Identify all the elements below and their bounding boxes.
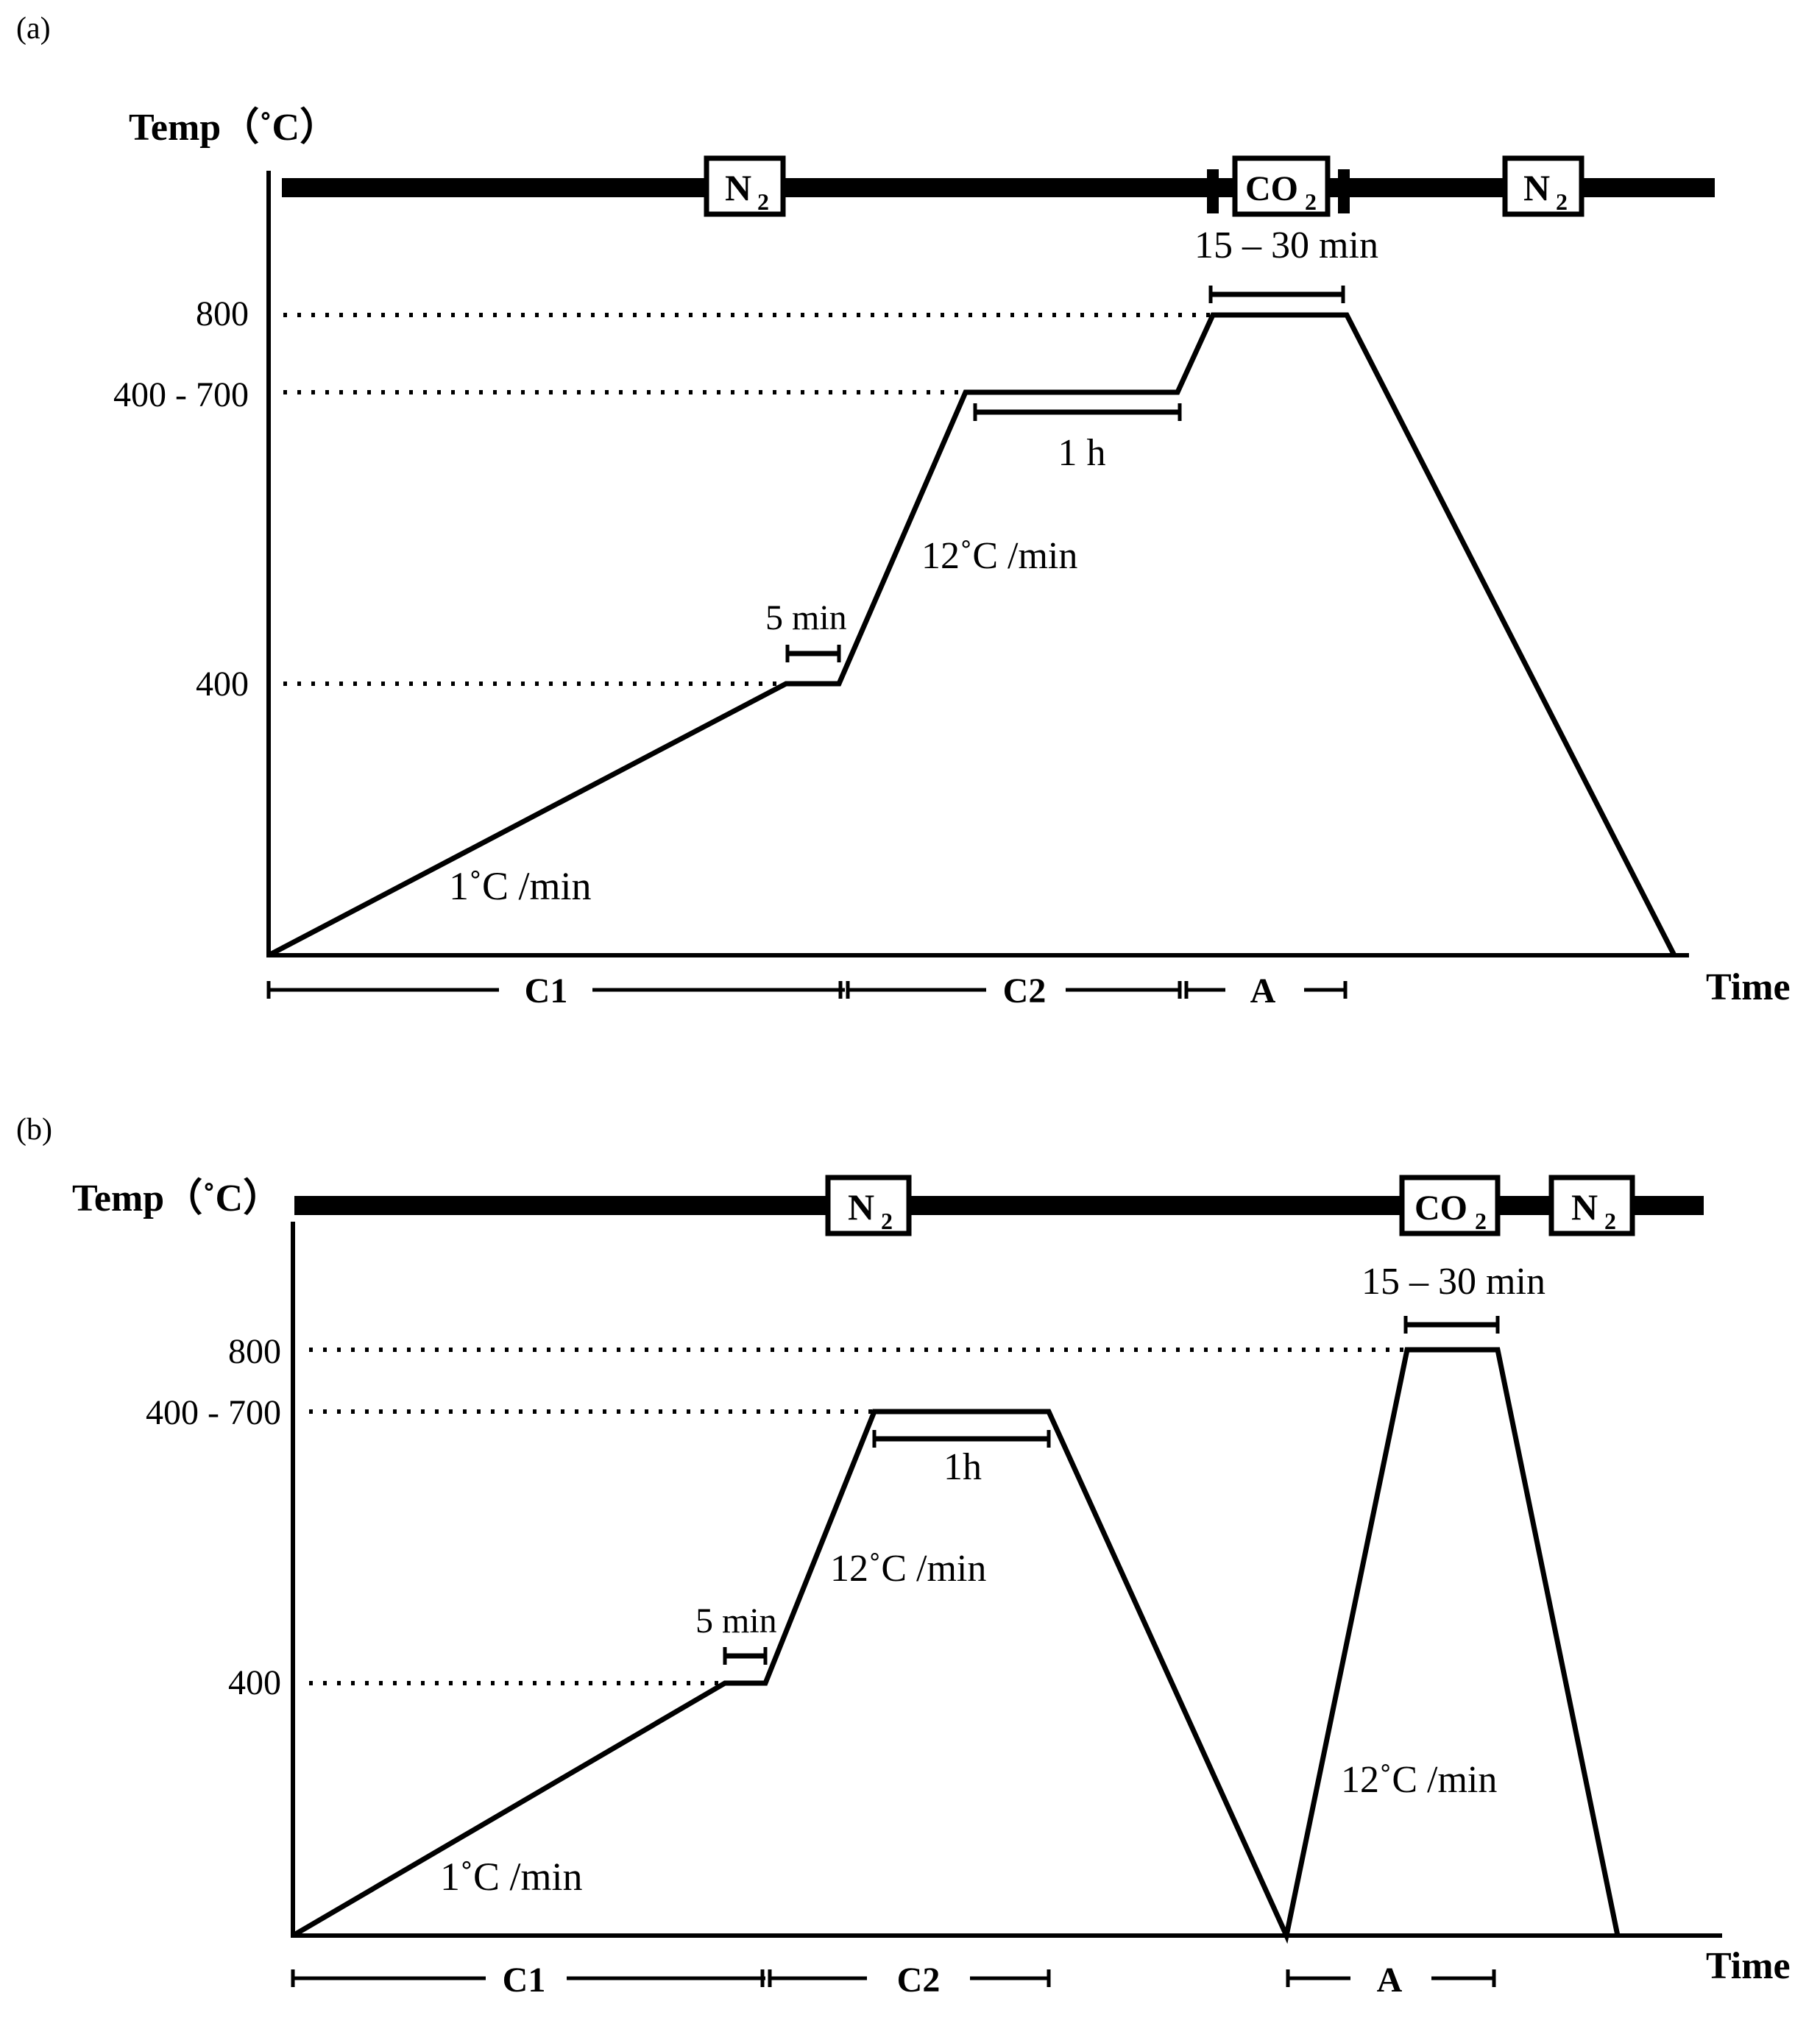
hold-label-co2: 15 – 30 min bbox=[1362, 1261, 1545, 1303]
y-tick-label: 400 bbox=[228, 1663, 281, 1702]
x-axis-title: Time bbox=[1706, 1945, 1791, 1987]
gas-box-co2 bbox=[1399, 1175, 1501, 1236]
stage-label-c2: C2 bbox=[897, 1961, 941, 2000]
gas-box-n2 bbox=[825, 1175, 912, 1236]
stage-label-c1: C1 bbox=[525, 971, 568, 1010]
y-tick-label: 400 - 700 bbox=[146, 1393, 281, 1432]
panel-a-gas-bar: N 2 CO 2 N 2 bbox=[282, 155, 1715, 217]
panel-b-gas-bar: N 2 CO 2 N 2 bbox=[294, 1175, 1704, 1236]
gas-label-n2: N bbox=[1523, 167, 1550, 208]
hold-label-co2: 15 – 30 min bbox=[1194, 224, 1378, 266]
y-tick-label: 400 - 700 bbox=[113, 375, 249, 414]
y-axis-title: Temp（˚C） bbox=[72, 1177, 281, 1219]
panel-a-label: (a) bbox=[16, 12, 51, 46]
gas-subscript: 2 bbox=[1556, 188, 1568, 215]
gas-box-n2 bbox=[1548, 1175, 1635, 1236]
rate-label-12c: 12˚C /min bbox=[1341, 1759, 1497, 1801]
gas-box-n2 bbox=[704, 155, 786, 217]
rate-label-12c: 12˚C /min bbox=[921, 535, 1077, 577]
gas-label-co2: CO bbox=[1245, 169, 1298, 208]
gas-label-co2: CO bbox=[1414, 1189, 1467, 1228]
panel-b: (b) N 2 CO 2 N 2 Temp（˚C） Time 800 400 -… bbox=[16, 1113, 1791, 2000]
gas-subscript: 2 bbox=[757, 188, 769, 215]
gas-box-co2 bbox=[1232, 155, 1331, 217]
gas-box-n2 bbox=[1502, 155, 1584, 217]
rate-label-1c: 1˚C /min bbox=[449, 864, 592, 908]
gas-label-n2: N bbox=[725, 167, 751, 208]
y-tick-label: 400 bbox=[196, 665, 249, 704]
rate-label-12c: 12˚C /min bbox=[830, 1548, 986, 1590]
y-tick-label: 800 bbox=[228, 1332, 281, 1371]
gas-switch-marker bbox=[1207, 169, 1219, 213]
stage-label-c2: C2 bbox=[1003, 971, 1047, 1010]
gas-subscript: 2 bbox=[1604, 1208, 1616, 1234]
stage-label-c1: C1 bbox=[503, 1961, 546, 2000]
panel-a: (a) N 2 CO 2 N 2 Temp（˚C） Time 800 400 -… bbox=[16, 12, 1791, 1010]
stage-label-a: A bbox=[1377, 1961, 1403, 2000]
y-axis-title: Temp（˚C） bbox=[129, 106, 338, 149]
temperature-profile bbox=[291, 1347, 1621, 1944]
temperature-profile bbox=[267, 312, 1677, 958]
panel-b-label: (b) bbox=[16, 1113, 52, 1147]
gas-subscript: 2 bbox=[881, 1208, 893, 1234]
y-tick-label: 800 bbox=[196, 294, 249, 333]
hold-label-1h: 1h bbox=[943, 1446, 982, 1488]
gas-subscript: 2 bbox=[1305, 188, 1317, 215]
stage-brackets: C1 C2 A bbox=[291, 1961, 1496, 2000]
stage-brackets: C1 C2 A bbox=[266, 971, 1348, 1010]
hold-label-1h: 1 h bbox=[1058, 432, 1106, 474]
hold-label-5min: 5 min bbox=[695, 1601, 777, 1640]
gas-label-n2: N bbox=[848, 1186, 874, 1228]
gas-label-n2: N bbox=[1571, 1186, 1598, 1228]
gas-switch-marker bbox=[1338, 169, 1350, 213]
x-axis-title: Time bbox=[1706, 966, 1791, 1008]
rate-label-1c: 1˚C /min bbox=[440, 1855, 583, 1899]
gas-subscript: 2 bbox=[1475, 1208, 1487, 1234]
stage-label-a: A bbox=[1250, 971, 1276, 1010]
hold-label-5min: 5 min bbox=[765, 598, 847, 637]
